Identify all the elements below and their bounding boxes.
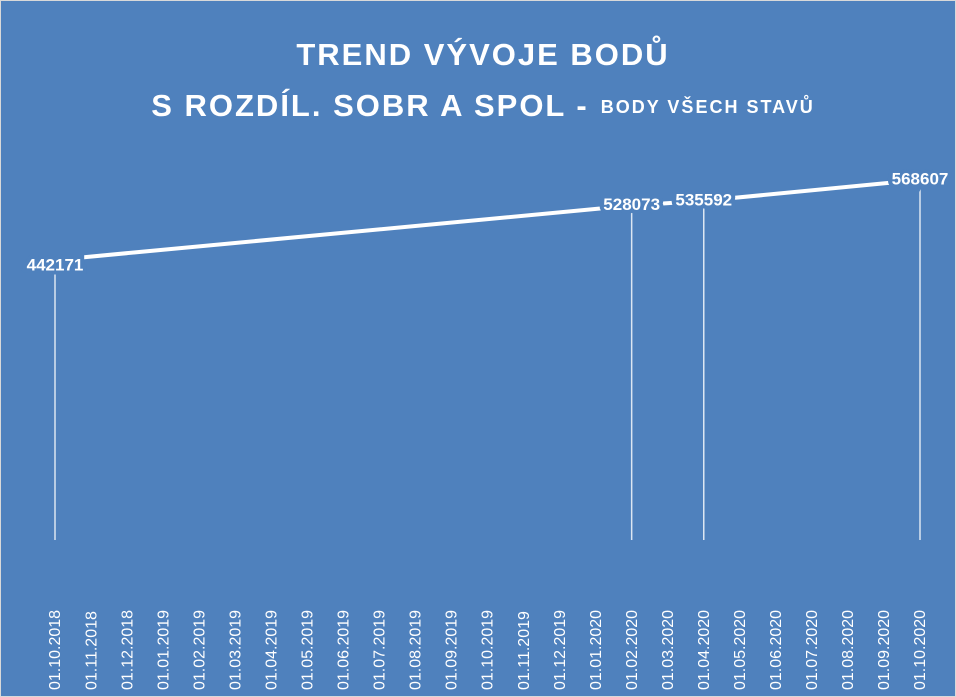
x-tick-label: 01.04.2019 <box>263 610 280 690</box>
x-tick-label: 01.10.2019 <box>480 610 497 690</box>
x-tick-label: 01.10.2020 <box>912 610 929 690</box>
x-tick-label: 01.04.2020 <box>696 610 713 690</box>
x-tick-label: 01.05.2020 <box>732 610 749 690</box>
title-line2: S ROZDÍL. SOBR A SPOL - <box>151 88 589 123</box>
x-tick-label: 01.03.2019 <box>227 610 244 690</box>
x-tick-label: 01.09.2019 <box>444 610 461 690</box>
chart-title: TREND VÝVOJE BODŮ <box>296 34 669 72</box>
x-tick-label: 01.12.2018 <box>119 610 136 690</box>
x-tick-label: 01.07.2020 <box>804 610 821 690</box>
x-tick-label: 01.05.2019 <box>300 610 317 690</box>
x-tick-label: 01.10.2018 <box>47 610 64 690</box>
x-tick-label: 01.06.2020 <box>768 610 785 690</box>
data-label: 528073 <box>603 195 660 214</box>
data-label: 442171 <box>27 255 84 274</box>
chart-title-line: S ROZDÍL. SOBR A SPOL - BODY VŠECH STAVŮ <box>151 88 815 123</box>
x-tick-label: 01.06.2019 <box>336 610 353 690</box>
x-tick-label: 01.11.2019 <box>516 611 533 690</box>
subtitle: BODY VŠECH STAVŮ <box>601 95 815 117</box>
x-tick-label: 01.02.2020 <box>624 610 641 690</box>
x-tick-label: 01.08.2019 <box>408 610 425 690</box>
x-tick-label: 01.03.2020 <box>660 610 677 690</box>
x-tick-label: 01.08.2020 <box>840 610 857 690</box>
data-label: 535592 <box>675 190 732 209</box>
x-tick-label: 01.12.2019 <box>552 610 569 690</box>
x-tick-label: 01.01.2020 <box>588 610 605 690</box>
data-label: 568607 <box>892 169 949 188</box>
x-tick-label: 01.01.2019 <box>155 610 172 690</box>
x-tick-label: 01.07.2019 <box>372 610 389 690</box>
series-line <box>54 177 921 262</box>
x-tick-label: 01.09.2020 <box>876 610 893 690</box>
x-tick-label: 01.11.2018 <box>83 611 100 690</box>
x-tick-label: 01.02.2019 <box>191 610 208 690</box>
